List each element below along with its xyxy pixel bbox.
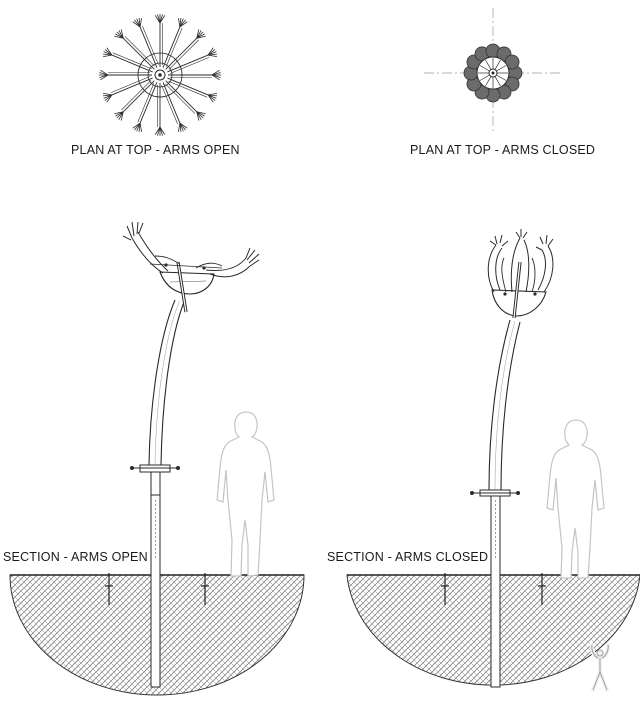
plan-open-arm: [161, 82, 188, 133]
plan-open-arm: [162, 17, 188, 68]
plan-view-arms-open: [99, 14, 221, 136]
section-closed-caption: SECTION - ARMS CLOSED: [327, 550, 488, 564]
plan-open-arm: [132, 82, 158, 133]
plan-open-arm: [154, 14, 166, 67]
plan-open-arm: [132, 17, 159, 68]
plan-open-arm: [102, 76, 153, 103]
plan-open-arm: [168, 69, 221, 81]
section-arms-closed: [346, 229, 640, 688]
plan-open-arm: [114, 80, 155, 121]
plan-open-arm: [99, 69, 152, 81]
plan-open-arm: [167, 47, 218, 74]
section-open-caption: SECTION - ARMS OPEN: [3, 550, 148, 564]
plan-open-arm: [165, 29, 206, 70]
dancing-figure-logo-icon: [589, 643, 611, 692]
plan-view-arms-closed: [424, 8, 562, 134]
plan-open-arm: [154, 83, 166, 136]
human-scale-figure-left: [216, 411, 275, 577]
plan-open-arm: [114, 29, 155, 70]
plan-open-caption: PLAN AT TOP - ARMS OPEN: [71, 143, 240, 157]
plan-open-arm: [165, 80, 206, 121]
section-arms-open: [9, 221, 305, 696]
human-scale-figure-right: [546, 419, 605, 579]
plan-open-arm: [167, 77, 218, 103]
plan-closed-caption: PLAN AT TOP - ARMS CLOSED: [410, 143, 595, 157]
plan-open-arm: [102, 47, 153, 73]
